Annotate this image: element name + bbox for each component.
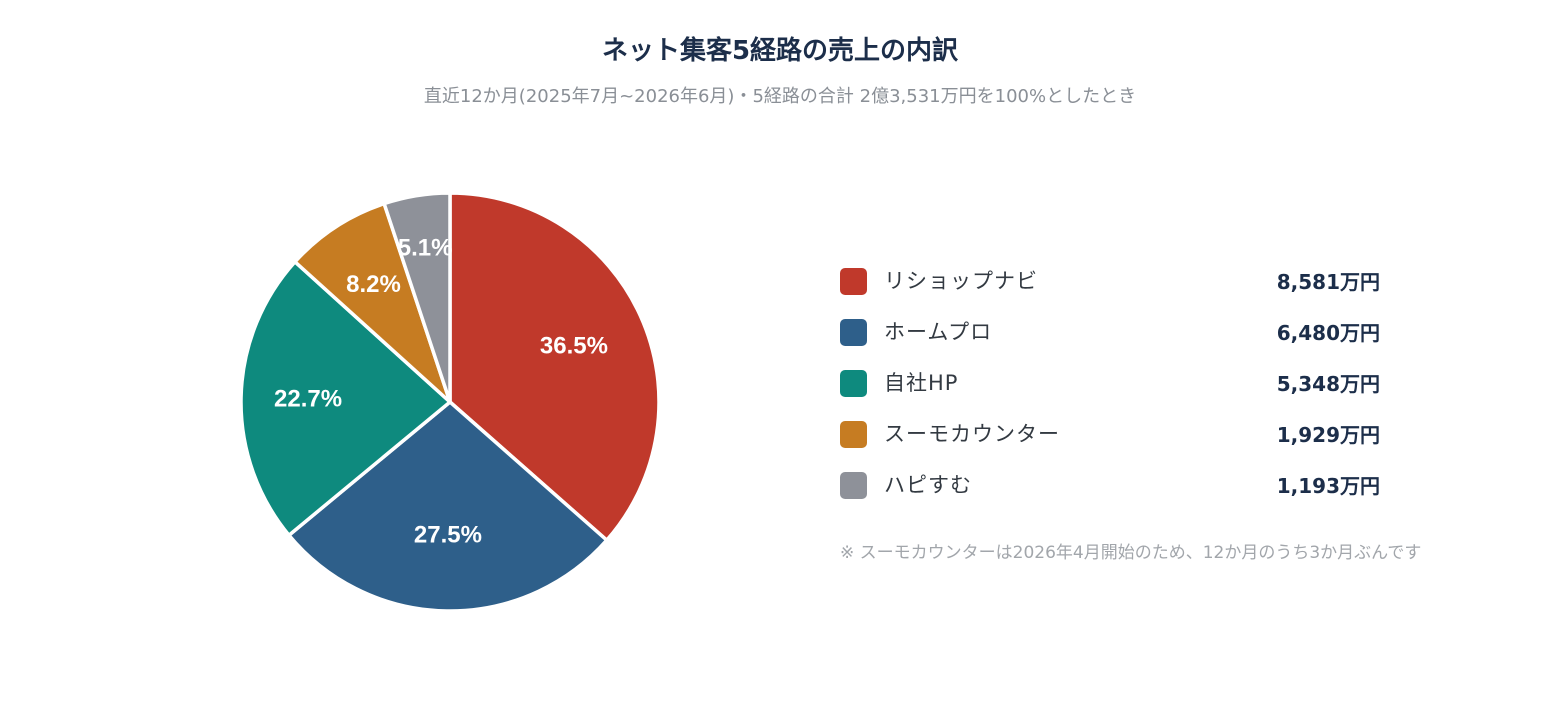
legend-item: スーモカウンター 1,929万円 (840, 415, 1380, 466)
slice-percent-label: 36.5% (540, 333, 608, 360)
legend-label: スーモカウンター (884, 422, 1060, 446)
legend-item: ハピすむ 1,193万円 (840, 466, 1380, 517)
pie-slice (239, 260, 452, 537)
legend-swatch (840, 472, 867, 499)
legend-label: ホームプロ (884, 320, 993, 344)
legend-swatch (840, 268, 867, 295)
legend-item: 自社HP 5,348万円 (840, 364, 1380, 415)
pie-slice (382, 191, 452, 404)
legend-swatch (840, 421, 867, 448)
legend-value: 6,480万円 (1276, 321, 1380, 345)
legend-label: 自社HP (884, 371, 959, 395)
legend: リショップナビ 8,581万円 ホームプロ 6,480万円 自社HP 5,348… (840, 262, 1380, 517)
legend-value: 5,348万円 (1276, 372, 1380, 396)
footnote: ※ スーモカウンターは2026年4月開始のため、12か月のうち3か月ぶんです (840, 543, 1422, 563)
pie-chart: 36.5% 27.5% 22.7% 8.2% 5.1% (239, 191, 661, 613)
slice-percent-label: 22.7% (274, 385, 342, 412)
legend-label: リショップナビ (884, 269, 1038, 293)
pie-slice (287, 400, 609, 613)
pie-slice (293, 201, 452, 404)
legend-value: 8,581万円 (1276, 270, 1380, 294)
slice-percent-label: 27.5% (414, 521, 482, 548)
legend-item: ホームプロ 6,480万円 (840, 313, 1380, 364)
chart-title: ネット集客5経路の売上の内訳 (601, 36, 959, 66)
legend-value: 1,929万円 (1276, 423, 1380, 447)
pie-slice (448, 191, 661, 542)
chart-subtitle: 直近12か月(2025年7月~2026年6月)・5経路の合計 2億3,531万円… (423, 86, 1137, 107)
legend-label: ハピすむ (884, 473, 972, 497)
slice-percent-label: 5.1% (398, 234, 453, 261)
legend-item: リショップナビ 8,581万円 (840, 262, 1380, 313)
legend-swatch (840, 370, 867, 397)
legend-swatch (840, 319, 867, 346)
legend-value: 1,193万円 (1276, 474, 1380, 498)
slice-percent-label: 8.2% (346, 271, 401, 298)
